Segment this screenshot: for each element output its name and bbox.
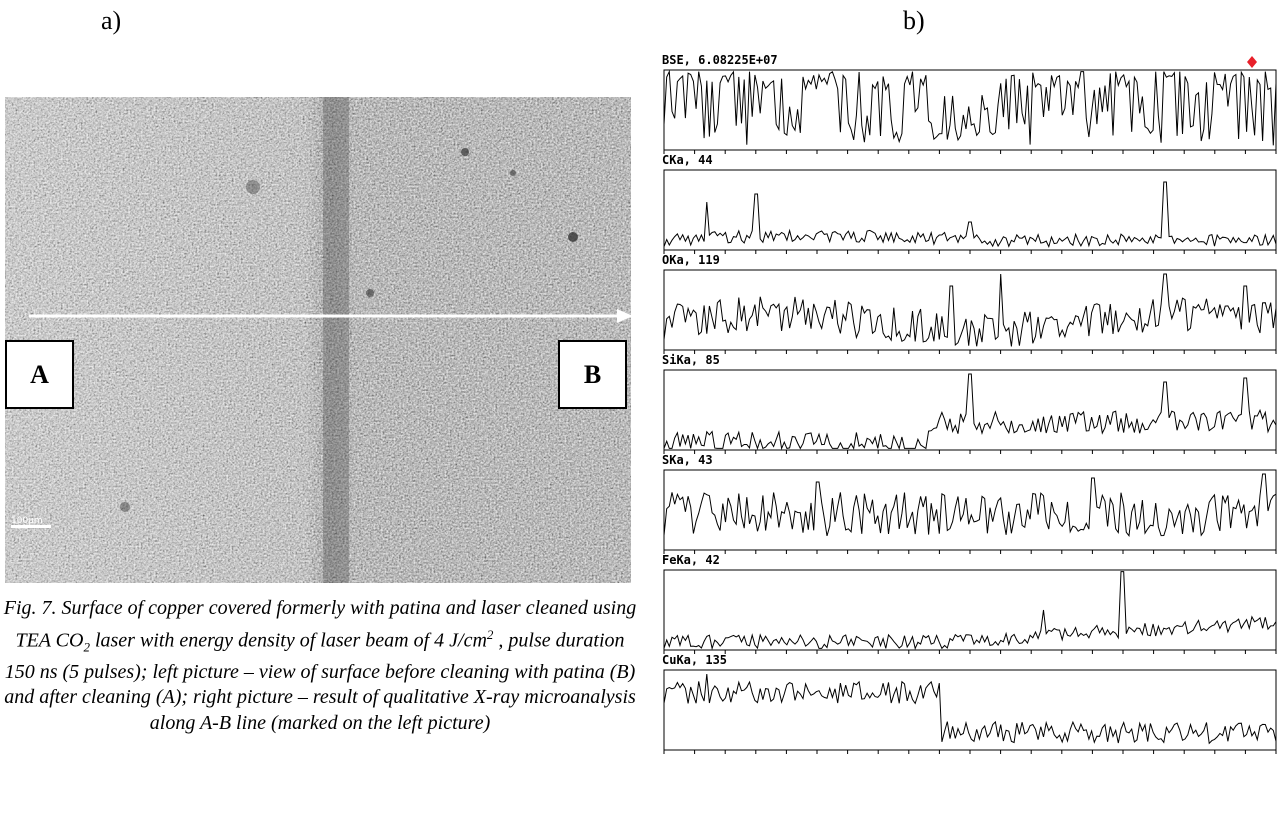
series-line — [663, 181, 1277, 249]
figure-caption: Fig. 7. Surface of copper covered former… — [0, 596, 640, 736]
series-frame — [663, 469, 1277, 551]
series-frame — [663, 369, 1277, 451]
laser-track-edge — [323, 97, 349, 583]
a-b-arrowhead — [617, 309, 631, 323]
caption-part-1: Fig. 7. Surface of copper covered former… — [3, 597, 637, 652]
panel-label-b: b) — [903, 6, 925, 35]
series-frame — [663, 69, 1277, 151]
line-scan-fe: FeKa, 42 — [662, 553, 1277, 654]
sem-micrograph: 100µm — [5, 97, 631, 583]
surface-pit — [568, 232, 578, 242]
series-frame — [663, 569, 1277, 651]
series-label: CuKa, 135 — [662, 653, 727, 667]
series-line — [663, 571, 1277, 651]
caption-co2-subscript: 2 — [83, 639, 90, 655]
caption-part-2: laser with energy density of laser beam … — [89, 629, 487, 652]
series-line — [663, 473, 1277, 537]
micrograph-surface — [5, 97, 631, 583]
scan-marker-icon — [1247, 56, 1257, 68]
caption-cm-superscript: 2 — [486, 626, 494, 642]
series-label: CKa, 44 — [662, 153, 713, 167]
point-a-label: A — [5, 340, 74, 409]
line-scan-chart: BSE, 6.08225E+07 CKa, 44 OKa, 119 SiKa, 85 S… — [662, 53, 1277, 754]
surface-pit — [366, 289, 374, 297]
surface-pit — [510, 170, 516, 176]
line-scan-c: CKa, 44 — [662, 153, 1277, 254]
line-scan-o: OKa, 119 — [662, 253, 1277, 354]
point-b-label: B — [558, 340, 627, 409]
scale-bar — [11, 525, 51, 528]
series-label: SKa, 43 — [662, 453, 713, 467]
series-label: OKa, 119 — [662, 253, 720, 267]
series-frame — [663, 169, 1277, 251]
series-label: FeKa, 42 — [662, 553, 720, 567]
series-line — [663, 373, 1277, 451]
panel-label-a: a) — [101, 6, 122, 35]
line-scan-s: SKa, 43 — [662, 453, 1277, 554]
series-line — [663, 673, 1277, 745]
line-scan-si: SiKa, 85 — [662, 353, 1277, 454]
line-scan-cu: CuKa, 135 — [662, 653, 1277, 754]
surface-pit — [246, 180, 260, 194]
scale-bar-text: 100µm — [11, 516, 43, 526]
line-scan-bse: BSE, 6.08225E+07 — [662, 53, 1277, 154]
series-line — [663, 273, 1277, 347]
surface-pit — [461, 148, 469, 156]
series-label: SiKa, 85 — [662, 353, 720, 367]
caption-part-3: , pulse duration 150 ns (5 pulses); left… — [4, 629, 636, 734]
series-frame — [663, 669, 1277, 751]
series-label: BSE, 6.08225E+07 — [662, 53, 778, 67]
surface-pit — [120, 502, 130, 512]
series-line — [663, 69, 1277, 146]
